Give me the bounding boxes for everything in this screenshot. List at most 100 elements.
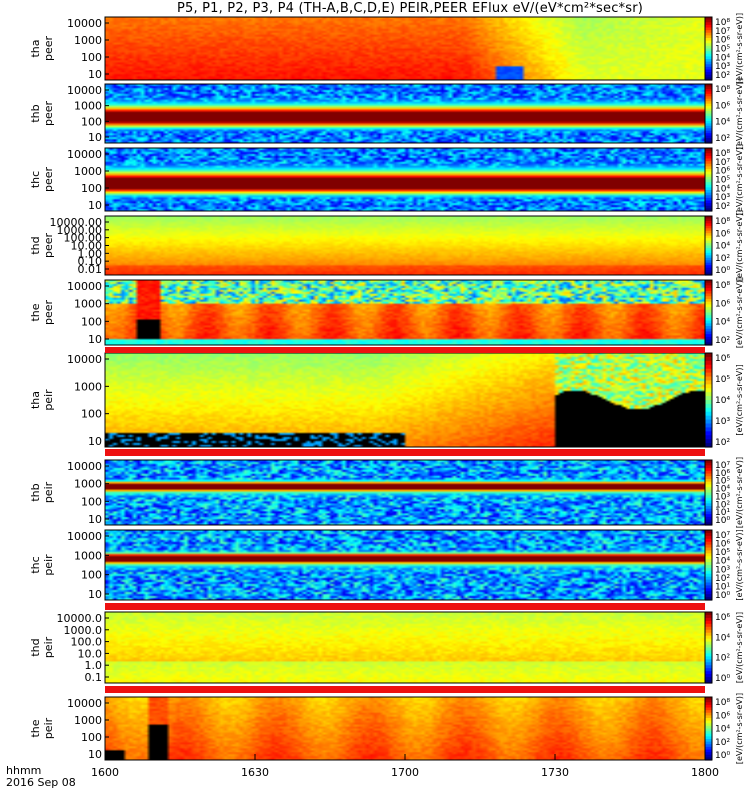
colorbar-segment (705, 733, 712, 737)
colorbar-segment (705, 538, 712, 543)
colorbar-segment (705, 238, 712, 242)
colorbar-segment (705, 707, 712, 711)
colorbar-tick-label: 10³ (715, 62, 730, 72)
colorbar-segment (705, 565, 712, 569)
panel-label-species: peir (42, 636, 55, 658)
colorbar-segment (705, 166, 712, 170)
panel-label-species: peir (42, 389, 55, 411)
colorbar-frame (704, 529, 713, 601)
colorbar-segment (705, 182, 712, 186)
colorbar-segment (705, 728, 712, 732)
colorbar-segment (705, 579, 712, 584)
colorbar-segment (705, 285, 712, 289)
colorbar-segment (705, 591, 712, 595)
colorbar-tick-label: 10² (715, 500, 730, 510)
colorbar-segment (705, 93, 712, 97)
colorbar-tick-label: 10⁴ (715, 633, 730, 643)
colorbar-segment (705, 699, 712, 703)
panel-the-peer: 10000 1000 100 10 the peer 10⁸ 10⁶ 10⁴ 10² [eV/(cm… (29, 277, 744, 348)
colorbar-tick-label: 10⁶ (715, 299, 730, 309)
colorbar-segment (705, 749, 712, 753)
colorbar-tick-label: 10² (715, 336, 730, 346)
colorbar-segment (705, 267, 712, 271)
colorbar-segment (705, 235, 712, 239)
colorbar-segment (705, 51, 712, 55)
colorbar-segment (705, 411, 712, 417)
colorbar-segment (705, 522, 712, 526)
colorbar-tick-label: 10⁷ (715, 158, 730, 168)
panel-label-species: peer (42, 101, 55, 127)
panel-the-peir: 10000 1000 100 10 the peir 10⁸ 10⁶ 10⁴ 10² 10⁰ [eV/… (29, 693, 744, 764)
colorbar-segment (705, 720, 712, 724)
colorbar-segment (705, 544, 712, 549)
colorbar-segment (705, 384, 712, 389)
colorbar-segment (705, 56, 712, 60)
y-tick-label: 1000 (74, 298, 102, 311)
colorbar-segment (705, 376, 712, 382)
colorbar-tick-label: 10² (715, 71, 730, 81)
y-tick-label: 10 (88, 199, 102, 212)
colorbar-segment (705, 752, 712, 756)
colorbar-segment (705, 22, 712, 26)
colorbar-segment (705, 754, 712, 758)
colorbar-segment (705, 550, 712, 554)
spectrogram-image (105, 697, 705, 760)
colorbar-segment (705, 113, 712, 117)
colorbar-segment (705, 620, 712, 625)
coverage-bar (105, 347, 705, 353)
colorbar-segment (705, 612, 712, 616)
colorbar-segment (705, 718, 712, 722)
colorbar-tick-label: 10³ (715, 193, 730, 203)
y-tick-label: 1000 (74, 165, 102, 178)
colorbar-segment (705, 123, 712, 127)
colorbar-segment (705, 86, 712, 90)
colorbar-segment (705, 138, 712, 142)
colorbar-segment (705, 312, 712, 316)
colorbar-segment (705, 334, 712, 338)
x-tick-label: 1600 (91, 766, 119, 779)
colorbar-segment (705, 647, 712, 652)
colorbar-segment (705, 360, 712, 366)
colorbar-segment (705, 704, 712, 709)
colorbar-segment (705, 223, 712, 227)
colorbar-segment (705, 320, 712, 324)
colorbar-segment (705, 342, 712, 346)
colorbar-tick-label: 10⁷ (715, 531, 730, 541)
colorbar-segment (705, 64, 712, 68)
y-tick-label: 10 (88, 748, 102, 761)
colorbar-segment (705, 712, 712, 716)
colorbar-segment (705, 541, 712, 546)
colorbar-segment (705, 192, 712, 196)
colorbar-tick-label: 10⁶ (715, 36, 730, 46)
colorbar-tick-label: 10⁴ (715, 118, 730, 128)
y-tick-label: 100 (81, 408, 102, 421)
colorbar-segment (705, 465, 712, 469)
colorbar-segment (705, 130, 712, 134)
y-tick-label: 10 (88, 435, 102, 448)
colorbar-segment (705, 423, 712, 429)
colorbar-segment (705, 228, 712, 232)
colorbar-segment (705, 506, 712, 510)
colorbar-segment (705, 487, 712, 491)
colorbar-frame (704, 147, 713, 212)
colorbar-tick-label: 10² (715, 738, 730, 748)
colorbar-segment (705, 372, 712, 378)
x-tick-label: 1630 (241, 766, 269, 779)
colorbar-segment (705, 272, 712, 276)
colorbar-segment (705, 326, 712, 330)
colorbar-segment (705, 641, 712, 646)
colorbar-segment (705, 495, 712, 499)
y-tick-label: 100 (81, 731, 102, 744)
colorbar-segment (705, 120, 712, 124)
colorbar-segment (705, 403, 712, 409)
colorbar-segment (705, 243, 712, 247)
y-tick-label: 100 (81, 182, 102, 195)
colorbar-frame (704, 279, 713, 346)
panel-label-probe: the (29, 719, 42, 737)
y-tick-label: 10 (88, 333, 102, 346)
colorbar-tick-label: 10⁴ (715, 318, 730, 328)
colorbar-tick-label: 10⁶ (715, 613, 730, 623)
colorbar-tick-label: 10² (715, 254, 730, 264)
colorbar-segment (705, 680, 712, 684)
